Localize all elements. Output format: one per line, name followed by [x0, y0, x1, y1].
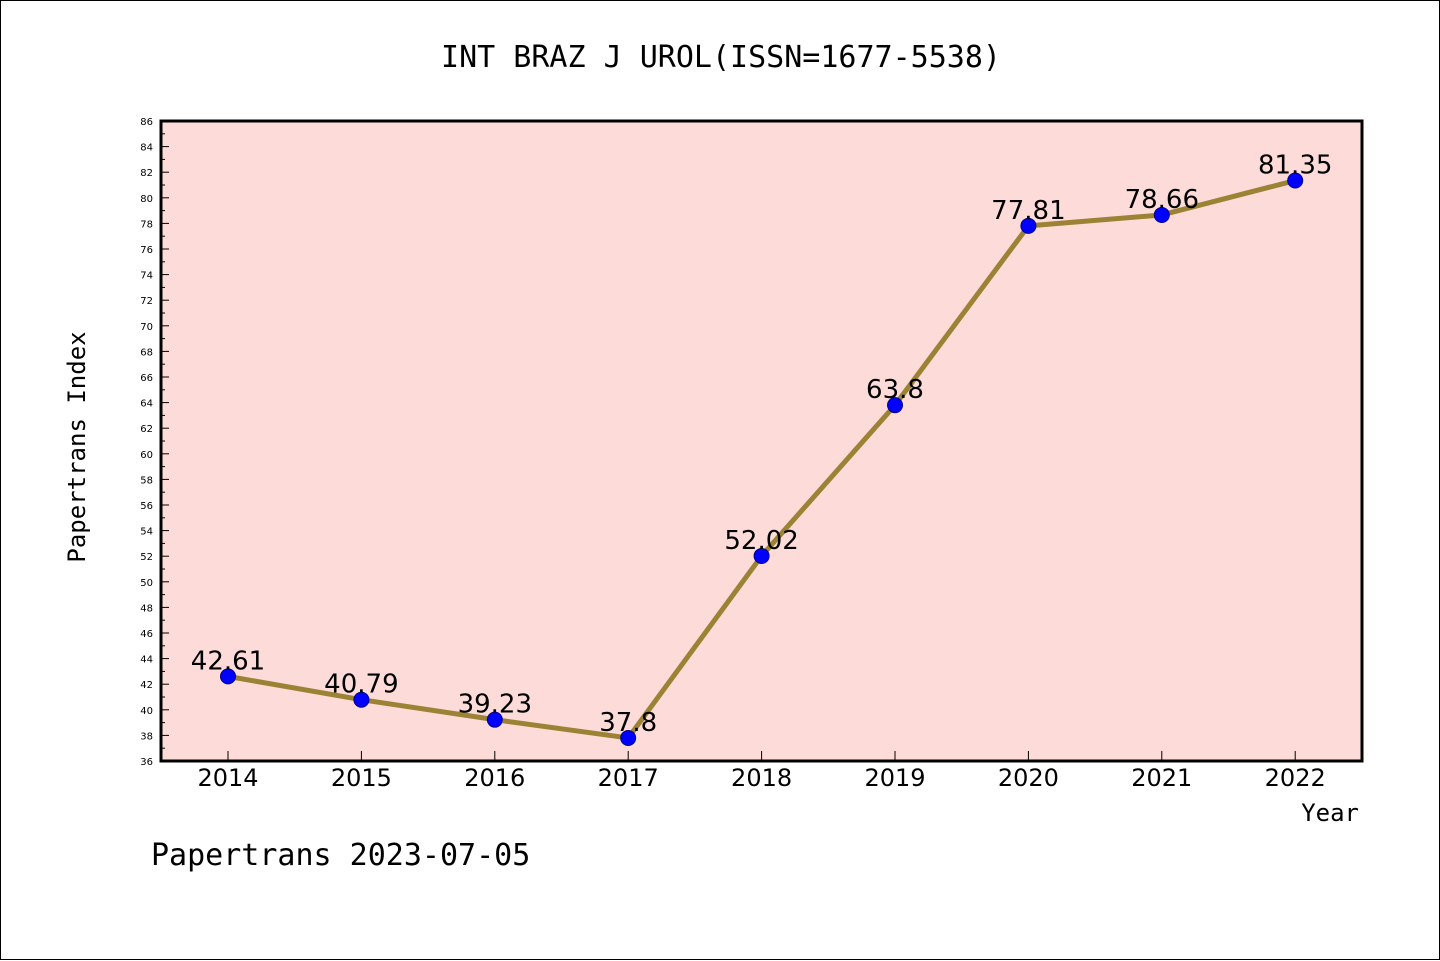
x-tick-label: 2017 — [598, 764, 659, 792]
data-point — [1153, 206, 1170, 223]
data-label: 63.8 — [866, 375, 924, 405]
y-tick-label: 52 — [140, 552, 153, 563]
data-label: 37.8 — [599, 708, 657, 738]
data-label: 39.23 — [458, 690, 532, 720]
y-tick-label: 70 — [140, 322, 153, 333]
data-point — [620, 729, 637, 746]
y-tick-label: 74 — [140, 271, 153, 282]
x-axis: 2014 2015 2016 2017 2018 2019 2020 2021 2022 — [197, 751, 1326, 792]
y-tick-label: 84 — [140, 143, 153, 154]
y-tick-label: 76 — [140, 245, 153, 256]
data-label: 78.66 — [1125, 185, 1199, 215]
x-tick-label: 2020 — [998, 764, 1059, 792]
y-tick-label: 40 — [140, 706, 153, 717]
x-tick-label: 2015 — [331, 764, 392, 792]
chart-title: INT BRAZ J UROL(ISSN=1677-5538) — [441, 40, 1001, 75]
x-tick-label: 2018 — [731, 764, 792, 792]
x-tick-label: 2022 — [1265, 764, 1326, 792]
x-tick-label: 2021 — [1131, 764, 1192, 792]
data-label: 40.79 — [324, 670, 398, 700]
y-tick-label: 36 — [140, 757, 153, 768]
data-point — [353, 691, 370, 708]
x-tick-label: 2014 — [197, 764, 258, 792]
data-point — [1287, 172, 1304, 189]
y-tick-label: 48 — [140, 603, 153, 614]
x-axis-title: Year — [1301, 799, 1359, 827]
plot-area — [159, 119, 1364, 763]
y-tick-label: 42 — [140, 680, 153, 691]
x-tick-label: 2019 — [864, 764, 925, 792]
y-tick-label: 86 — [140, 117, 153, 128]
y-tick-label: 46 — [140, 629, 153, 640]
data-point — [220, 668, 236, 685]
y-tick-label: 78 — [140, 219, 153, 230]
data-label: 42.61 — [191, 646, 265, 676]
data-label: 52.02 — [724, 526, 798, 556]
y-tick-label: 82 — [140, 168, 153, 179]
y-tick-label: 38 — [140, 731, 153, 742]
y-tick-label: 66 — [140, 373, 153, 384]
x-tick-label: 2016 — [464, 764, 525, 792]
y-tick-label: 68 — [140, 347, 153, 358]
data-point — [486, 711, 503, 728]
y-tick-label: 56 — [140, 501, 153, 512]
y-tick-label: 64 — [140, 399, 153, 410]
y-axis: 36 38 40 42 44 46 48 50 52 54 56 58 60 62 64 66 68 70 72 74… — [140, 117, 169, 768]
y-tick-label: 58 — [140, 475, 153, 486]
y-tick-label: 50 — [140, 578, 153, 589]
y-axis-title: Papertrans Index — [63, 331, 91, 562]
y-tick-label: 80 — [140, 194, 153, 205]
series-group: 42.61 40.79 39.23 37.8 52.02 63.8 77.81 78.66 81… — [191, 151, 1332, 746]
y-tick-label: 60 — [140, 450, 153, 461]
data-label: 81.35 — [1258, 151, 1332, 181]
y-tick-label: 54 — [140, 527, 153, 538]
y-tick-label: 62 — [140, 424, 153, 435]
data-label: 77.81 — [991, 196, 1065, 226]
y-tick-label: 44 — [140, 655, 153, 666]
data-point — [753, 547, 770, 564]
data-point — [887, 397, 903, 414]
data-point — [1020, 217, 1037, 234]
y-tick-label: 72 — [140, 296, 153, 307]
footer-source-date: Papertrans 2023-07-05 — [151, 838, 530, 873]
